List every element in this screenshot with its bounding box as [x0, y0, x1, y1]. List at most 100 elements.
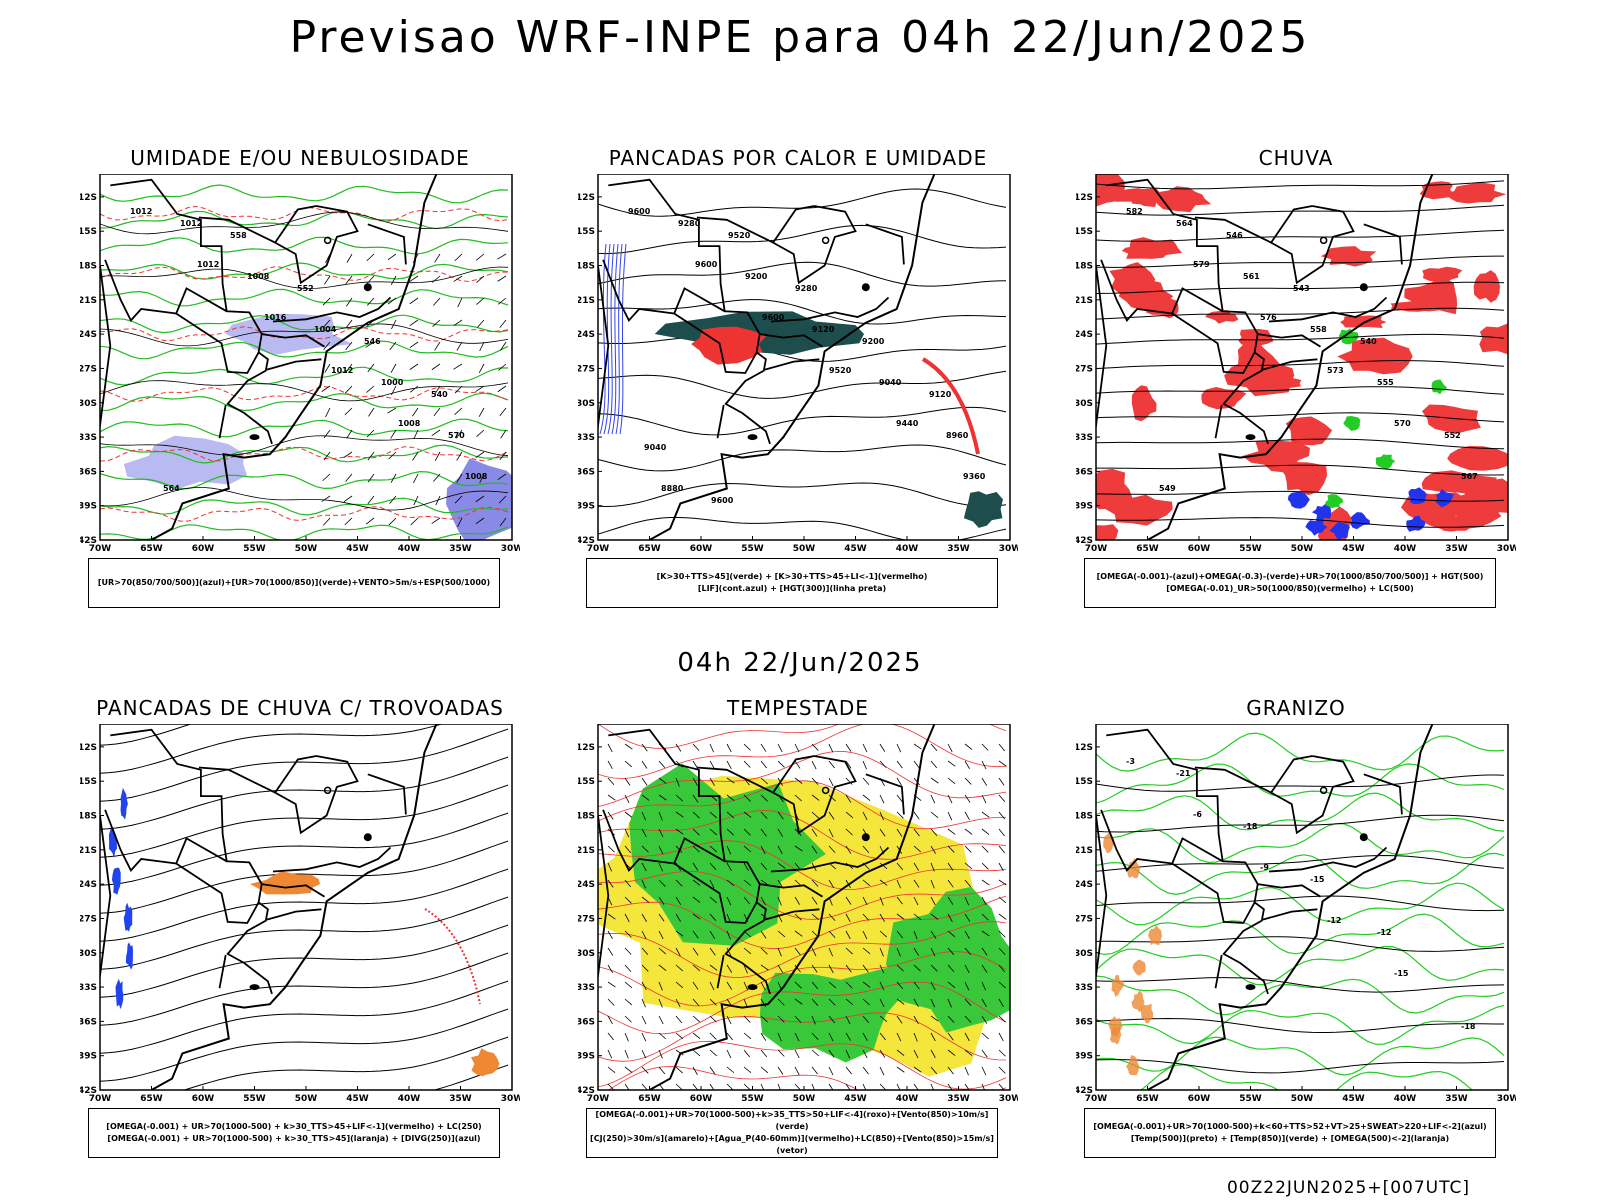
- vento850-vetor: [692, 1049, 701, 1057]
- map-pancadas-calor: 9600 9600 9600 9520 9440 9360 9280 9200 9120 9040…: [578, 174, 1018, 554]
- lon-tick-label: 70W: [89, 1094, 112, 1104]
- vento850-verde-area: [886, 886, 1010, 1033]
- lon-tick-label: 30W: [501, 544, 520, 554]
- vento850-vetor: [998, 1032, 1004, 1042]
- umidade-verde-contour: [100, 288, 509, 307]
- vento850-vetor: [726, 930, 731, 940]
- political-border: [266, 358, 322, 371]
- vento850-vetor: [930, 998, 936, 1008]
- vento850-vetor: [879, 896, 884, 906]
- vento850-vetor: [998, 845, 1006, 854]
- vento850-vetor: [896, 760, 903, 769]
- vento850-vetor: [709, 1032, 717, 1040]
- contour-label: 579: [1193, 260, 1210, 269]
- vento850-vetor: [828, 1049, 835, 1058]
- vento850-vetor: [896, 1066, 905, 1073]
- lon-tick-label: 60W: [1188, 544, 1211, 554]
- vento850-vetor: [675, 1015, 683, 1024]
- vento850-vetor: [811, 981, 819, 990]
- legend-line: [UR>70(850/700/500)](azul)+[UR>70(1000/8…: [97, 578, 491, 587]
- vento850-vetor: [811, 811, 819, 819]
- chuva-vermelho-area: [1096, 468, 1133, 510]
- brasilia-marker: [323, 786, 332, 795]
- vento-arrow: [475, 495, 485, 503]
- vento-arrow: [476, 275, 485, 283]
- vento850-vetor: [726, 1015, 732, 1025]
- vento850-vetor: [658, 862, 664, 872]
- vento850-vetor: [726, 1049, 732, 1059]
- political-border: [865, 223, 905, 265]
- vento850-vetor: [879, 947, 884, 957]
- legend-line: [Temp(500)](preto) + [Temp(850)](verde) …: [1130, 1134, 1450, 1143]
- vento850-vetor: [709, 879, 715, 889]
- lat-tick-label: 27S: [80, 914, 97, 924]
- umidade-azul-area: [123, 435, 247, 490]
- vento850-vetor: [641, 828, 647, 838]
- vento850-vetor: [947, 947, 955, 956]
- omega500-laranja-area: [1126, 1055, 1140, 1076]
- political-border: [198, 216, 276, 244]
- political-border: [1106, 728, 1269, 995]
- lat-tick-label: 33S: [578, 433, 595, 443]
- contour-label: 546: [364, 337, 381, 346]
- vento850-vetor: [828, 879, 835, 888]
- legend-line: [OMEGA(-0.001)-(azul)+OMEGA(-0.3)-(verde…: [1096, 572, 1484, 581]
- lon-tick-label: 30W: [999, 544, 1018, 554]
- vento850-vetor: [947, 964, 955, 972]
- lat-tick-label: 27S: [1076, 914, 1093, 924]
- contour-label: 9120: [812, 325, 835, 334]
- vento850-vetor: [896, 998, 905, 1005]
- vento850-vetor: [624, 879, 632, 888]
- pressao-contour: [100, 487, 509, 511]
- vento850-vetor: [879, 1032, 886, 1041]
- lon-tick-label: 45W: [346, 544, 369, 554]
- vento850-vetor: [913, 1032, 918, 1042]
- contour-label: 573: [1327, 366, 1344, 375]
- contour-label: 558: [1310, 325, 1327, 334]
- vento850-vetor: [981, 811, 990, 818]
- vento850-vetor: [998, 896, 1007, 904]
- vento850-vetor: [981, 1066, 987, 1076]
- contour-label: 9280: [795, 284, 818, 293]
- vento-arrow: [454, 253, 463, 262]
- coastline: [151, 174, 438, 540]
- vento850-vetor: [777, 743, 783, 753]
- lc850-streamline: [598, 724, 1007, 779]
- vento850-vetor: [845, 964, 852, 973]
- vento850-vetor: [743, 964, 748, 974]
- vento850-vetor: [828, 964, 834, 974]
- vento850-vetor: [675, 981, 684, 989]
- political-border: [1269, 755, 1355, 835]
- vento850-vetor: [794, 777, 803, 784]
- vento850-vetor: [658, 794, 667, 801]
- chuva-vermelho-area: [1463, 478, 1508, 515]
- vento850-vetor: [947, 743, 953, 753]
- chuva-vermelho-area: [1131, 385, 1157, 422]
- contour-label: 576: [1260, 313, 1277, 322]
- contour-label: 9600: [762, 313, 785, 322]
- vento-arrow: [497, 473, 507, 481]
- vento850-vetor: [862, 811, 868, 821]
- vento850-vetor: [607, 862, 612, 872]
- map-umidade: 1012 1012 1016 1012 1008 1008 1012 1008 1004 1000…: [80, 174, 520, 554]
- vento-arrow: [477, 319, 485, 328]
- lon-tick-label: 65W: [1136, 1094, 1159, 1104]
- vento850-vetor: [981, 879, 990, 886]
- vento850-vetor: [709, 981, 715, 991]
- vento850-vetor: [624, 794, 630, 804]
- vento850-vetor: [777, 1032, 782, 1042]
- vento850-vetor: [760, 811, 768, 819]
- vento850-vetor: [743, 1032, 752, 1040]
- vento850-vetor: [794, 913, 802, 921]
- vento850-vetor: [845, 794, 852, 803]
- vento-arrow: [500, 341, 507, 351]
- lake-marker: [363, 283, 372, 292]
- vento850-vetor: [658, 1015, 664, 1025]
- lon-tick-label: 45W: [1342, 544, 1365, 554]
- vento850-vetor: [811, 913, 820, 921]
- vento-arrow: [390, 473, 397, 483]
- legend-line: [OMEGA(-0.001) + UR>70(1000-500) + k>30_…: [106, 1122, 482, 1131]
- contour-label: -15: [1310, 875, 1325, 884]
- vento850-vetor: [896, 964, 904, 972]
- vento850-vetor: [879, 998, 885, 1008]
